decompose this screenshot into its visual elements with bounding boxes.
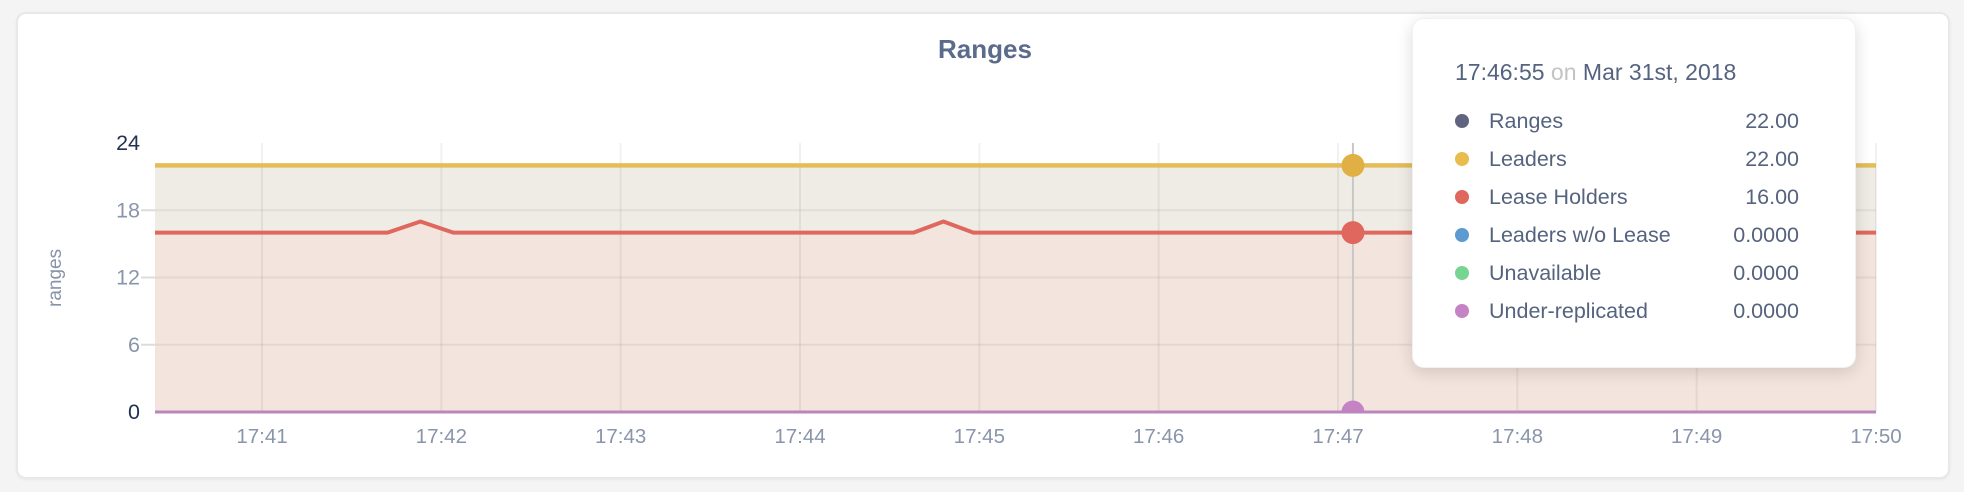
svg-text:17:48: 17:48 xyxy=(1492,425,1543,448)
series-dot-icon xyxy=(1455,114,1469,128)
series-label: Leaders w/o Lease xyxy=(1489,222,1671,247)
series-dot-icon xyxy=(1455,266,1469,280)
series-value: 16.00 xyxy=(1745,184,1799,209)
svg-text:0: 0 xyxy=(128,400,140,424)
series-dot-icon xyxy=(1455,152,1469,166)
svg-text:17:49: 17:49 xyxy=(1671,425,1722,448)
series-value: 0.0000 xyxy=(1733,260,1799,285)
series-value: 0.0000 xyxy=(1733,298,1799,323)
tooltip-date: Mar 31st, 2018 xyxy=(1582,59,1737,85)
tooltip-time: 17:46:55 xyxy=(1455,59,1545,85)
tooltip-row-lease-holders: Lease Holders 16.00 xyxy=(1455,178,1799,216)
svg-text:12: 12 xyxy=(116,266,140,290)
svg-text:17:45: 17:45 xyxy=(954,425,1005,448)
svg-text:17:50: 17:50 xyxy=(1850,425,1901,448)
svg-text:17:41: 17:41 xyxy=(236,425,287,448)
tooltip-row-leaders: Leaders 22.00 xyxy=(1455,140,1799,178)
series-label: Lease Holders xyxy=(1489,184,1628,209)
series-label: Leaders xyxy=(1489,146,1567,171)
series-label: Ranges xyxy=(1489,108,1564,133)
tooltip-row-under-replicated: Under-replicated 0.0000 xyxy=(1455,292,1799,330)
series-value: 22.00 xyxy=(1745,108,1799,133)
svg-text:17:42: 17:42 xyxy=(416,425,467,448)
svg-text:6: 6 xyxy=(128,333,140,357)
tooltip-connector: on xyxy=(1550,59,1577,85)
tooltip-row-ranges: Ranges 22.00 xyxy=(1455,102,1799,140)
tooltip-header: 17:46:55 on Mar 31st, 2018 xyxy=(1455,59,1799,86)
series-value: 0.0000 xyxy=(1733,222,1799,247)
chart-tooltip: 17:46:55 on Mar 31st, 2018 Ranges 22.00 … xyxy=(1412,18,1856,368)
series-label: Under-replicated xyxy=(1489,298,1648,323)
series-dot-icon xyxy=(1455,304,1469,318)
svg-text:17:47: 17:47 xyxy=(1312,425,1363,448)
svg-text:18: 18 xyxy=(116,198,140,222)
svg-text:17:43: 17:43 xyxy=(595,425,646,448)
tooltip-row-unavailable: Unavailable 0.0000 xyxy=(1455,254,1799,292)
svg-text:17:46: 17:46 xyxy=(1133,425,1184,448)
tooltip-row-leaders-wo-lease: Leaders w/o Lease 0.0000 xyxy=(1455,216,1799,254)
series-value: 22.00 xyxy=(1745,146,1799,171)
series-dot-icon xyxy=(1455,228,1469,242)
svg-text:24: 24 xyxy=(116,131,140,155)
svg-text:17:44: 17:44 xyxy=(774,425,825,448)
chart-title: Ranges xyxy=(938,34,1032,64)
series-label: Unavailable xyxy=(1489,260,1602,285)
series-dot-icon xyxy=(1455,190,1469,204)
